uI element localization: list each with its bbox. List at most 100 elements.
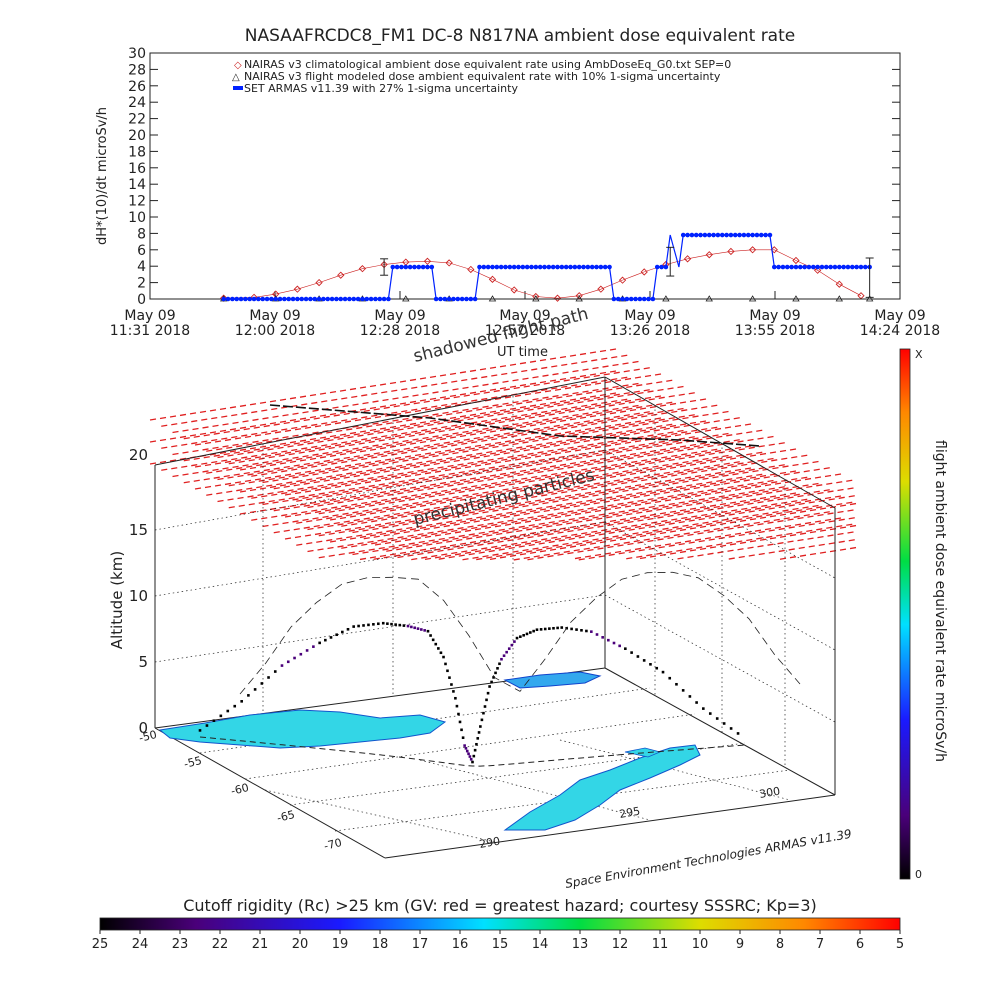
particle-dash bbox=[571, 425, 578, 429]
data-point-dot bbox=[789, 264, 794, 270]
data-point-dot bbox=[711, 232, 716, 238]
particle-dash bbox=[426, 438, 433, 441]
particle-dash bbox=[463, 458, 470, 461]
particle-dash bbox=[691, 429, 698, 432]
particle-dash bbox=[452, 410, 459, 413]
particle-dash bbox=[254, 478, 262, 481]
particle-dash bbox=[827, 490, 834, 493]
flight-track-point bbox=[580, 628, 583, 632]
particle-dash bbox=[259, 487, 267, 490]
particle-dash bbox=[594, 404, 602, 407]
shadow-path bbox=[199, 736, 746, 767]
particle-dash bbox=[679, 528, 687, 532]
particle-dash bbox=[643, 430, 650, 434]
particle-dash bbox=[748, 532, 755, 535]
particle-dash bbox=[567, 466, 574, 469]
particle-dash bbox=[632, 404, 639, 408]
particle-dash bbox=[678, 415, 685, 418]
particle-dash bbox=[672, 462, 679, 465]
particle-dash bbox=[552, 500, 559, 503]
particle-dash bbox=[828, 520, 835, 523]
particle-dash bbox=[809, 509, 817, 512]
particle-dash bbox=[767, 543, 774, 546]
colorbar-tick-label: 16 bbox=[452, 937, 469, 952]
particle-dash bbox=[634, 547, 642, 551]
particle-dash bbox=[743, 523, 750, 526]
particle-dash bbox=[598, 491, 605, 494]
particle-dash bbox=[432, 413, 439, 416]
particle-dash bbox=[669, 510, 677, 513]
particle-dash bbox=[409, 378, 417, 382]
particle-dash bbox=[408, 478, 415, 481]
data-point-dot bbox=[754, 232, 760, 238]
data-point-dot bbox=[845, 264, 851, 270]
particle-dash bbox=[591, 486, 598, 489]
particle-dash bbox=[676, 549, 683, 552]
particle-dash bbox=[554, 496, 562, 499]
particle-dash bbox=[691, 451, 698, 454]
particle-dash bbox=[632, 532, 639, 535]
timeseries-chart: NASAAFRCDC8_FM1 DC-8 N817NA ambient dose… bbox=[95, 26, 940, 339]
particle-dash bbox=[259, 445, 267, 448]
particle-dash bbox=[702, 435, 709, 439]
particle-dash bbox=[314, 469, 322, 472]
particle-dash bbox=[656, 530, 663, 533]
particle-dash bbox=[487, 542, 494, 545]
particle-dash bbox=[256, 486, 263, 489]
particle-dash bbox=[801, 476, 808, 479]
particle-dash bbox=[634, 398, 642, 401]
particle-dash bbox=[479, 475, 487, 479]
particle-dash bbox=[251, 496, 258, 499]
particle-dash bbox=[213, 454, 220, 457]
particle-dash bbox=[516, 424, 523, 427]
particle-dash bbox=[531, 454, 538, 457]
particle-dash bbox=[424, 430, 432, 433]
particle-dash bbox=[592, 366, 599, 370]
data-point-dot bbox=[412, 264, 417, 270]
particle-dash bbox=[592, 452, 599, 455]
particle-dash bbox=[576, 501, 583, 504]
particle-dash bbox=[346, 472, 353, 475]
particle-dash bbox=[483, 391, 490, 394]
particle-dash bbox=[779, 471, 787, 475]
particle-dash bbox=[416, 503, 423, 506]
particle-dash bbox=[732, 517, 739, 520]
particle-dash bbox=[547, 449, 554, 452]
particle-dash bbox=[424, 452, 432, 455]
particle-dash bbox=[763, 498, 770, 501]
particle-dash bbox=[503, 388, 510, 391]
particle-dash bbox=[447, 484, 454, 487]
particle-dash bbox=[593, 374, 600, 377]
particle-dash bbox=[291, 426, 298, 430]
particle-dash bbox=[463, 438, 470, 441]
colorbar-tick-label: 25 bbox=[92, 937, 109, 952]
particle-dash bbox=[604, 380, 612, 384]
flight-track-point bbox=[381, 621, 385, 625]
particle-dash bbox=[459, 415, 467, 418]
particle-dash bbox=[538, 436, 545, 440]
particle-dash bbox=[598, 449, 605, 453]
particle-dash bbox=[374, 479, 382, 482]
particle-dash bbox=[808, 545, 815, 548]
particle-dash bbox=[212, 468, 219, 472]
particle-dash bbox=[544, 539, 552, 542]
particle-dash bbox=[577, 445, 584, 448]
particle-dash bbox=[671, 432, 678, 435]
particle-dash bbox=[626, 557, 633, 560]
data-point-dot bbox=[247, 296, 253, 302]
particle-dash bbox=[462, 408, 469, 412]
flight-track-point bbox=[618, 644, 621, 648]
particle-dash bbox=[527, 516, 534, 519]
particle-dash bbox=[399, 529, 407, 532]
particle-dash bbox=[416, 545, 423, 548]
particle-dash bbox=[601, 529, 608, 532]
particle-dash bbox=[552, 544, 559, 547]
particle-dash bbox=[698, 498, 705, 501]
particle-dash bbox=[701, 491, 708, 495]
particle-dash bbox=[733, 524, 740, 528]
altitude-tick-label: 0 bbox=[138, 719, 148, 737]
particle-dash bbox=[583, 376, 590, 379]
particle-dash bbox=[413, 487, 420, 491]
particle-dash bbox=[291, 512, 298, 515]
particle-dash bbox=[536, 507, 543, 510]
